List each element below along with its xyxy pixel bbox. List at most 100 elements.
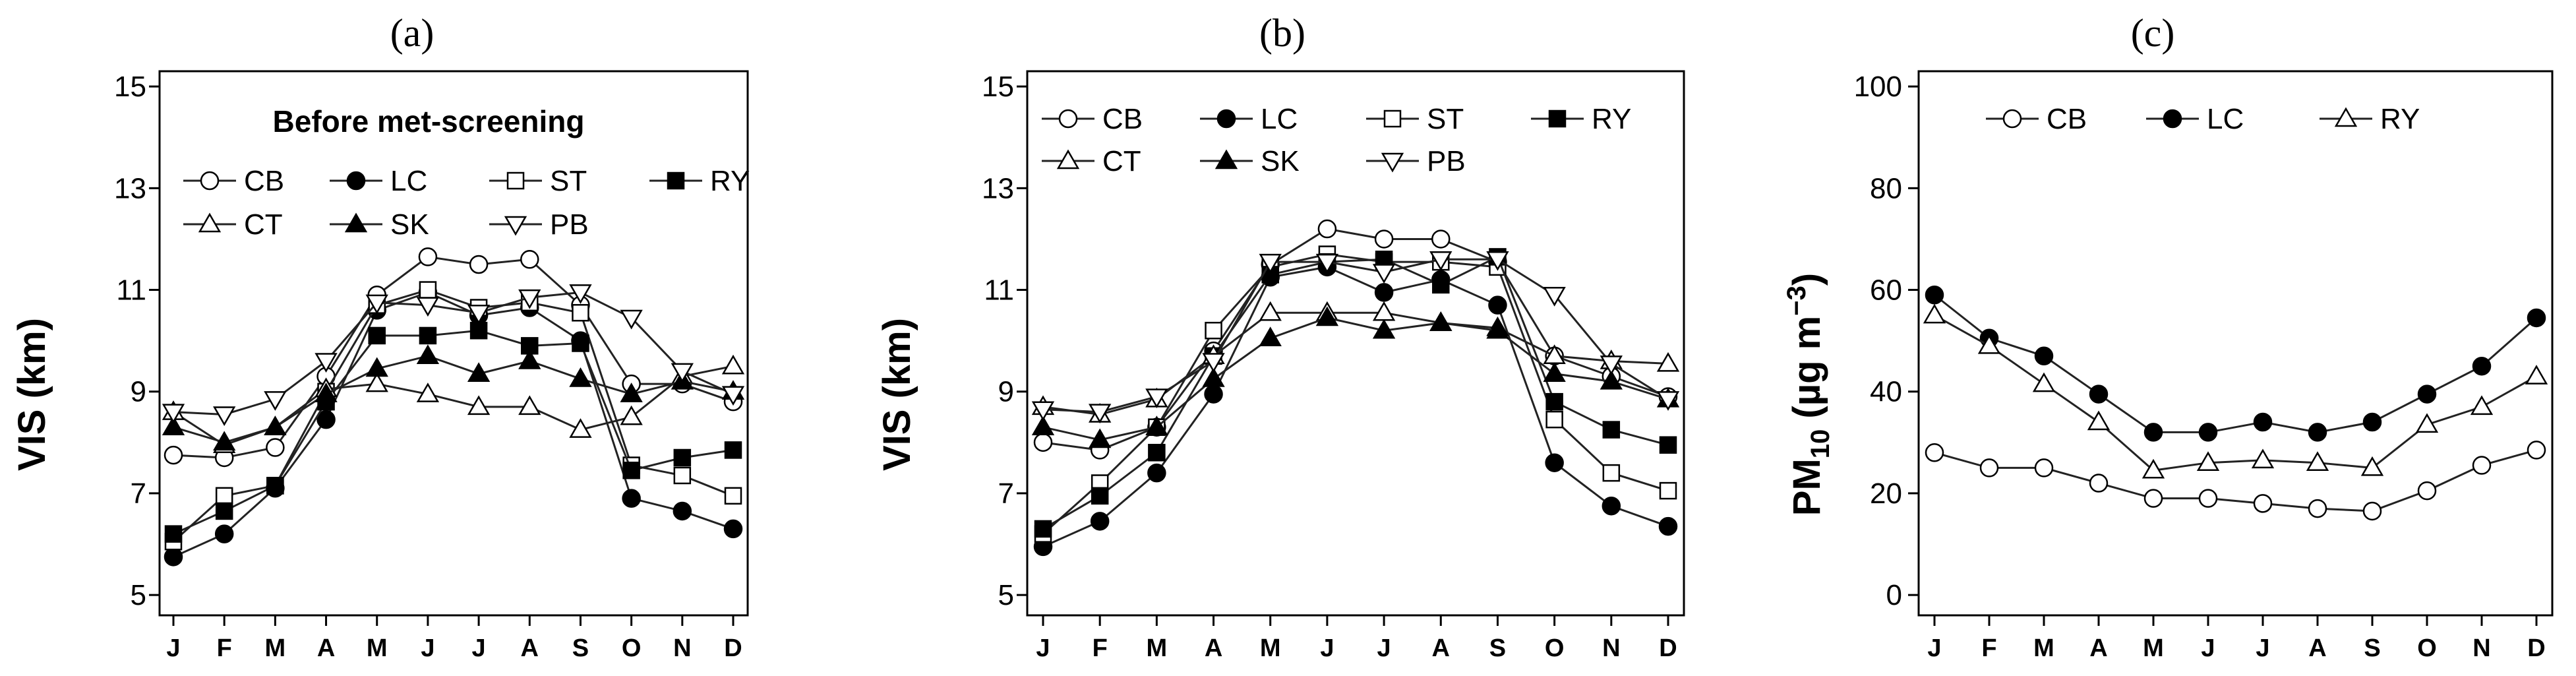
data-point-lc [2527,308,2546,328]
data-point-ry [266,477,284,495]
y-tick-label: 9 [131,376,146,408]
data-point-cb [418,247,438,266]
series-line-cb [173,255,734,459]
legend-entry-pb: PB [489,208,589,241]
data-point-lc [316,410,336,429]
x-tick-label: N [2472,634,2490,662]
data-point-lc [214,524,234,543]
legend-marker-ct [1056,149,1080,169]
legend-label-st: ST [1427,103,1464,135]
data-point-sk [315,383,338,402]
y-tick-label: 11 [116,274,146,307]
data-point-ry [622,462,640,479]
legend-entry-st: ST [489,165,587,197]
legend-entry-pb: PB [1366,145,1466,177]
data-point-cb [2253,494,2273,513]
data-point-cb [1374,230,1394,249]
legend-entry-lc: LC [330,165,427,197]
legend-label-lc: LC [390,165,427,197]
x-tick-label: A [521,634,539,662]
series-line-lc [173,291,734,558]
data-point-sk [518,349,541,369]
legend-marker-ry [667,171,685,190]
data-point-lc [2143,423,2163,442]
data-point-cb [2417,481,2437,501]
series-line-cb [1042,228,1669,451]
data-point-cb [1317,219,1337,239]
data-point-cb [1925,443,1944,462]
data-point-lc [2308,423,2327,442]
data-point-pb [1089,404,1112,424]
legend-label-ct: CT [1102,145,1141,177]
legend-label-sk: SK [390,208,429,241]
y-axis-label-b: VIS (km) [876,318,918,471]
legend-label-ct: CT [244,208,283,241]
series-line-lc [1042,266,1669,548]
data-point-lc [723,519,743,539]
series-a [162,247,745,567]
legend-label-cb: CB [1102,103,1143,135]
legend-marker-sk [1214,149,1238,169]
panel-label-b: (b) [1259,11,1305,55]
data-point-ry [368,326,386,345]
legend-label-cb: CB [244,165,284,197]
data-point-lc [2472,356,2492,376]
legend-label-lc: LC [1261,103,1298,135]
data-point-pb [162,404,185,424]
data-point-st [1602,464,1621,482]
data-point-lc [2362,412,2382,432]
data-point-st [572,303,589,322]
data-point-sk [1315,306,1339,326]
data-point-ry [1432,276,1450,294]
data-point-st [1205,321,1222,340]
legend-marker-lc [346,171,366,191]
x-tick-label: O [2417,634,2437,662]
legend-entry-ct: CT [183,208,283,241]
data-point-pb [1145,388,1168,408]
data-point-ry [164,525,183,543]
data-point-ct [1372,301,1396,321]
data-point-cb [520,250,539,269]
data-point-pb [1656,391,1680,411]
series-lc [164,283,743,567]
y-ticks-c: 0 20 40 60 80 100 [1854,71,1919,611]
panel-c: (c) PM10 (µg m−3) 0 20 40 60 80 100 J F M A M J J A S… [1782,11,2554,662]
data-point-pb [467,304,491,324]
legend-entry-sk: SK [330,208,429,241]
data-point-sk [1145,415,1168,435]
plot-frame-a [158,70,749,617]
panel-label-c: (c) [2131,11,2175,55]
y-tick-label: 9 [998,376,1014,408]
x-tick-label: N [673,634,691,662]
data-point-sk [1486,319,1509,339]
data-point-ct [365,372,388,392]
y-tick-label: 7 [998,477,1014,510]
panel-label-a: (a) [390,11,434,55]
series-pb [162,284,745,426]
legend-marker-cb [1058,109,1078,129]
data-point-ry [1148,444,1166,462]
legend-marker-ct [198,212,222,233]
legend-label-pb: PB [1427,145,1466,177]
data-point-pb [518,289,541,309]
series-line-lc [1934,294,2537,433]
data-point-sk [620,383,643,402]
y-ticks-a: 5 7 9 11 13 15 [114,71,160,611]
data-point-pb [1031,401,1055,421]
x-tick-label: D [2527,634,2545,662]
x-tick-label: F [1981,634,1996,662]
data-point-sk [264,415,287,435]
y-tick-label: 13 [982,172,1014,204]
data-point-ry [2360,456,2384,476]
data-point-cb [1979,458,1999,477]
data-point-ct [620,405,643,425]
x-tick-label: S [2364,634,2380,662]
legend-b: CB LC ST RY CT SK PB [1042,103,1631,177]
legend-marker-st [1383,109,1402,128]
data-point-cb [164,445,183,465]
data-point-lc [2253,412,2273,432]
y-tick-label: 15 [982,71,1014,103]
series-line-ct [1042,311,1669,415]
data-point-cb [2034,458,2054,477]
legend-entry-cb: CB [183,165,284,197]
